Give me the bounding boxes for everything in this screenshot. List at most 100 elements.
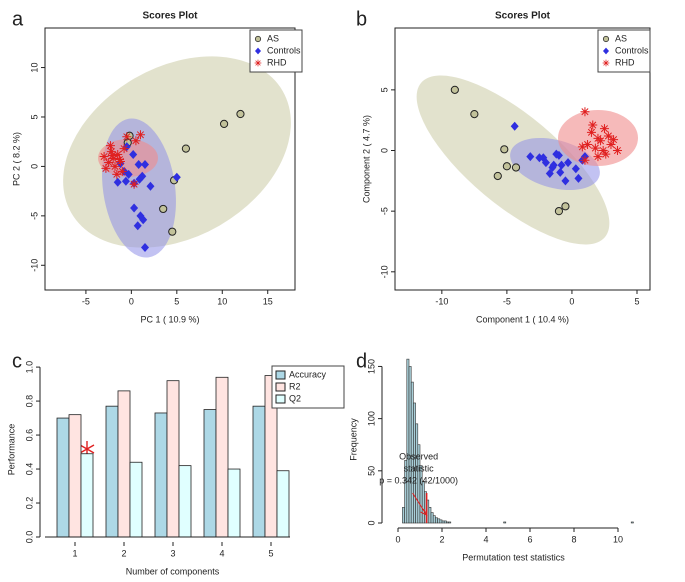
bar: [276, 470, 290, 538]
bar: [227, 468, 241, 538]
point: [561, 176, 570, 186]
plot-frame: [44, 27, 296, 291]
histogram-bar: [408, 366, 412, 524]
point: [99, 152, 109, 162]
x-tick-label: -5: [82, 296, 90, 306]
y-tick-label: 0.0: [24, 531, 34, 544]
point: [159, 204, 168, 214]
bar: [203, 409, 217, 538]
histogram-bar: [503, 521, 507, 524]
x-tick-label: 5: [634, 296, 639, 306]
bar: [129, 461, 143, 538]
bar: [80, 453, 94, 538]
panel-label: d: [356, 350, 367, 372]
point: [541, 158, 550, 168]
y-tick-label: 1.0: [24, 361, 34, 374]
histogram-bar: [435, 517, 438, 524]
x-tick-label: 6: [527, 534, 532, 544]
histogram-bar: [421, 480, 425, 524]
y-tick-label: 5: [29, 114, 39, 119]
histogram-bar: [630, 521, 634, 524]
point: [556, 167, 565, 177]
histogram-bar: [439, 519, 443, 524]
point: [609, 135, 619, 145]
histogram-bar: [430, 512, 434, 524]
point: [133, 221, 142, 231]
x-tick-label: 0: [129, 296, 134, 306]
x-tick-label: 3: [170, 548, 175, 558]
y-tick-label: 0: [366, 520, 376, 525]
y-tick-label: 0.6: [24, 429, 34, 442]
point: [141, 159, 149, 169]
point: [511, 163, 521, 172]
point: [574, 173, 583, 183]
histogram-bar: [406, 358, 410, 524]
legend-marker: [255, 47, 261, 55]
point: [571, 164, 580, 174]
bar: [56, 417, 70, 538]
point: [557, 160, 566, 170]
point: [112, 169, 122, 179]
histogram-bar: [446, 521, 449, 524]
legend-marker: [254, 59, 262, 67]
histogram-bar: [437, 518, 441, 524]
legend-marker: [603, 47, 609, 55]
point: [172, 172, 181, 182]
y-tick-label: 0.8: [24, 395, 34, 408]
x-tick-label: 4: [219, 548, 224, 558]
point: [580, 155, 590, 165]
histogram-bar: [448, 521, 452, 524]
histogram-bar: [415, 423, 419, 524]
y-tick-label: 0: [29, 164, 39, 169]
point: [601, 149, 611, 159]
point: [121, 176, 130, 186]
point: [577, 142, 587, 152]
point: [130, 203, 139, 213]
point: [493, 171, 502, 181]
y-axis-label: Component 2 ( 4.7 %): [361, 115, 371, 203]
y-tick-label: -10: [29, 259, 39, 272]
y-tick-label: 10: [29, 63, 39, 73]
annotation: Observed: [399, 451, 438, 461]
bar: [154, 412, 168, 538]
x-tick-label: 1: [72, 548, 77, 558]
y-axis-label: Frequency: [348, 418, 358, 461]
point: [590, 143, 600, 153]
legend-label: AS: [615, 33, 627, 43]
y-tick-label: 0.4: [24, 463, 34, 476]
point: [113, 177, 122, 187]
y-tick-label: 150: [366, 359, 376, 374]
legend-swatch: [275, 370, 286, 380]
bar: [117, 390, 131, 538]
y-tick-label: 0: [379, 148, 389, 153]
point: [119, 144, 129, 154]
point: [134, 159, 143, 169]
y-tick-label: -5: [379, 207, 389, 215]
point: [107, 151, 117, 161]
x-tick-label: 10: [217, 296, 227, 306]
point: [129, 150, 138, 160]
point: [510, 121, 519, 131]
point: [108, 154, 118, 164]
point: [554, 207, 564, 216]
histogram-bar: [419, 465, 423, 524]
point: [236, 109, 245, 119]
y-tick-label: 100: [366, 411, 376, 426]
chart-title: Scores Plot: [495, 11, 551, 22]
point: [535, 153, 544, 163]
point: [561, 202, 570, 211]
point: [598, 146, 608, 156]
histogram-bar: [432, 515, 436, 524]
point: [500, 145, 509, 154]
point: [545, 169, 554, 179]
x-tick-label: 8: [571, 534, 576, 544]
point: [564, 158, 573, 168]
point: [129, 179, 139, 189]
annotation: p = 0.342 (42/1000): [379, 475, 458, 485]
x-tick-label: 0: [569, 296, 574, 306]
x-tick-label: 15: [263, 296, 273, 306]
point: [606, 139, 616, 149]
point: [470, 110, 479, 119]
